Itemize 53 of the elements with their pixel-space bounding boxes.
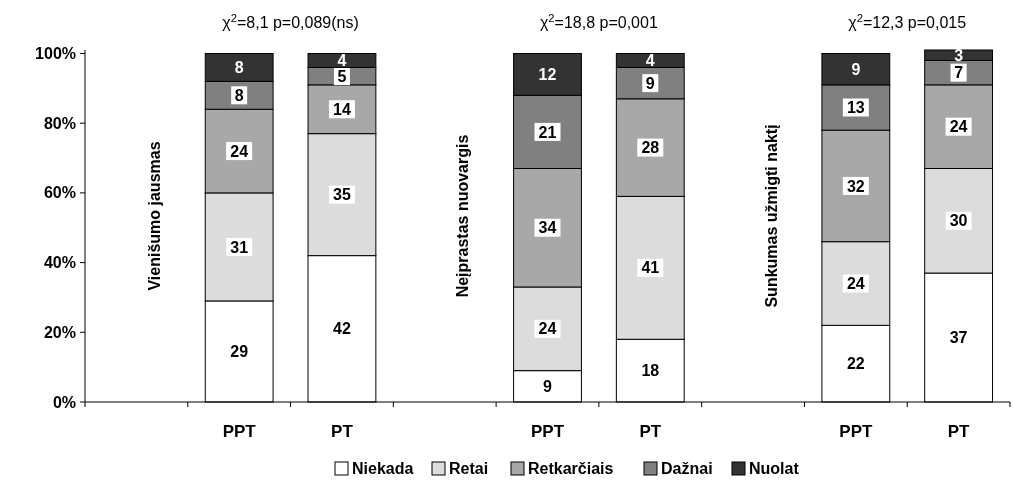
y-tick-label: 0% <box>52 393 76 411</box>
y-tick-label: 100% <box>35 45 76 63</box>
y-tick-label: 40% <box>43 254 76 272</box>
data-label: 7 <box>954 64 964 82</box>
legend-label: Niekada <box>352 460 414 477</box>
annotation: Neįprastas nuovargis <box>454 134 472 298</box>
annotation: Sunkumas užmigti naktį <box>762 124 780 308</box>
y-tick-label: 20% <box>43 323 76 341</box>
data-label: 13 <box>846 99 865 117</box>
data-label: 12 <box>538 66 557 83</box>
legend-label: Retkarčiais <box>528 460 614 477</box>
legend-label: Retai <box>449 460 489 477</box>
x-tick-label: PT <box>947 422 971 441</box>
data-label: 4 <box>645 52 655 70</box>
data-label: 5 <box>337 67 347 85</box>
data-label: 30 <box>949 212 968 230</box>
x-tick-label: PPT <box>530 422 565 441</box>
data-label: 37 <box>949 329 968 347</box>
data-label: 24 <box>949 118 968 136</box>
data-label: 9 <box>543 377 553 395</box>
data-label: 9 <box>851 60 861 78</box>
x-tick-label: PT <box>639 422 662 441</box>
data-label: 29 <box>230 343 249 361</box>
data-label: 28 <box>641 139 660 157</box>
annotation: Vienišumo jausmas <box>145 141 163 291</box>
data-label: 8 <box>234 59 244 77</box>
data-label: 42 <box>333 320 351 338</box>
data-label: 4 <box>337 52 347 70</box>
x-tick-label: PPT <box>839 422 873 441</box>
text: χ$^{2}$=8,1 p=0,089(ns) <box>222 12 359 31</box>
data-label: 8 <box>234 86 244 104</box>
text: χ$^{2}$=18,8 p=0,001 <box>539 12 658 31</box>
data-label: 21 <box>538 123 557 141</box>
data-label: 9 <box>645 74 655 92</box>
data-label: 14 <box>333 100 351 118</box>
x-tick-label: PT <box>331 422 354 441</box>
y-tick-label: 60% <box>43 184 76 202</box>
data-label: 24 <box>538 320 557 338</box>
data-label: 35 <box>333 186 351 204</box>
legend-label: Nuolat <box>749 460 800 477</box>
x-tick-label: PPT <box>222 422 257 441</box>
text: χ$^{2}$=12,3 p=0,015 <box>848 12 967 31</box>
data-label: 32 <box>846 177 865 195</box>
y-tick-label: 80% <box>43 114 76 132</box>
data-label: 31 <box>230 238 249 256</box>
data-label: 34 <box>538 219 557 237</box>
data-label: 18 <box>641 362 660 380</box>
data-label: 24 <box>846 275 865 293</box>
data-label: 24 <box>230 142 249 160</box>
legend-label: Dažnai <box>661 460 713 477</box>
data-label: 22 <box>846 355 865 373</box>
data-label: 41 <box>641 259 660 277</box>
data-label: 3 <box>954 46 964 64</box>
